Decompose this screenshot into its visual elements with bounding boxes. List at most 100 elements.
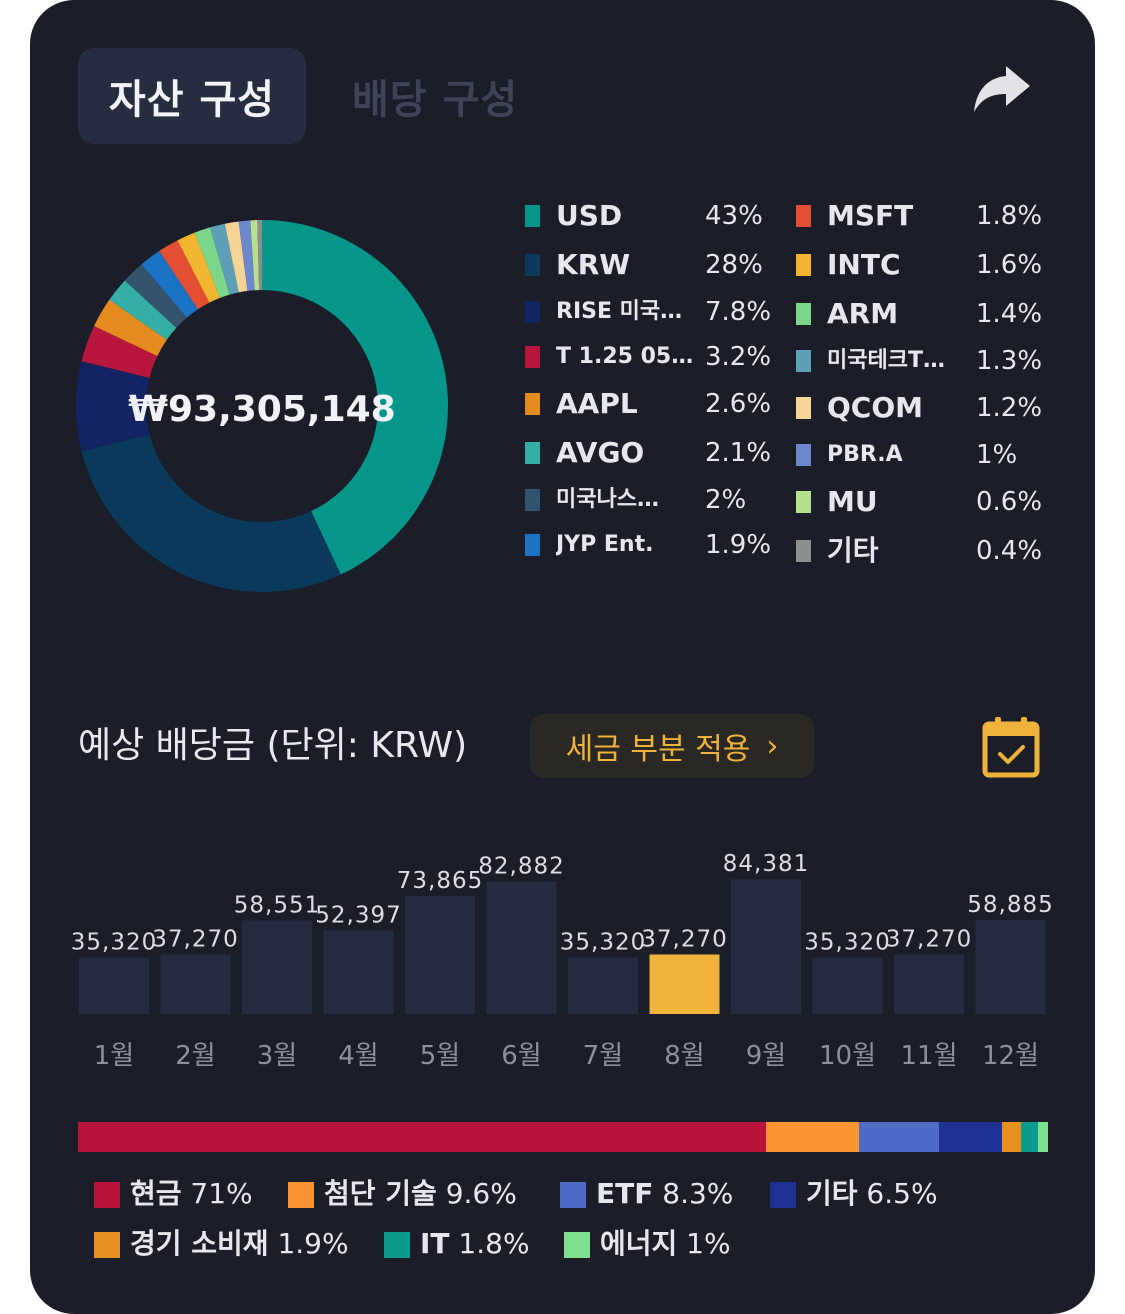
tax-apply-button[interactable]: 세금 부분 적용 ›	[530, 714, 814, 778]
legend-swatch	[525, 346, 540, 368]
legend-item-mu: MU 0.6%	[796, 482, 1056, 522]
sector-percent: 1%	[677, 1227, 731, 1260]
bar-6-month[interactable]	[486, 881, 557, 1014]
donut-slice-arm	[194, 227, 230, 298]
sector-swatch	[94, 1232, 120, 1258]
bar-2-month[interactable]	[160, 954, 231, 1014]
donut-slice-rise-미국	[76, 361, 150, 452]
legend-percent: 1.4%	[976, 299, 1043, 329]
sector-label: 에너지 1%	[600, 1222, 731, 1266]
bar-value-label: 84,381	[723, 851, 809, 877]
legend-swatch	[525, 489, 540, 511]
month-tick-label: 8월	[664, 1041, 704, 1071]
legend-item-qcom: QCOM 1.2%	[796, 388, 1056, 428]
bar-12-month[interactable]	[975, 919, 1046, 1014]
bar-value-label: 82,882	[478, 854, 564, 880]
legend-label: JYP Ent.	[556, 532, 654, 557]
bar-11-month[interactable]	[894, 954, 964, 1014]
month-tick-label: 3월	[257, 1041, 297, 1071]
legend-item-미국나스: 미국나스… 2%	[525, 480, 785, 520]
legend-item-pbr-a: PBR.A 1%	[796, 435, 1056, 475]
legend-percent: 1.8%	[976, 201, 1043, 231]
bar-1-month[interactable]	[79, 957, 149, 1014]
sector-label: ETF 8.3%	[596, 1172, 733, 1216]
bar-4-month[interactable]	[323, 930, 394, 1014]
sector-swatch	[564, 1232, 590, 1258]
legend-percent: 28%	[705, 250, 763, 280]
sector-percent: 6.5%	[857, 1177, 938, 1210]
donut-slice-미국나스	[124, 264, 187, 328]
chevron-right-icon: ›	[766, 728, 779, 764]
bar-5-month[interactable]	[405, 896, 475, 1014]
legend-percent: 0.4%	[976, 536, 1043, 566]
sector-swatch	[288, 1182, 314, 1208]
legend-swatch	[796, 303, 811, 325]
sector-percent: 1.8%	[449, 1227, 530, 1260]
donut-slice-msft	[159, 240, 210, 310]
legend-percent: 2.1%	[705, 438, 772, 468]
legend-swatch	[525, 393, 540, 415]
legend-percent: 2%	[705, 485, 747, 515]
month-tick-label: 2월	[175, 1041, 215, 1071]
bar-value-label: 35,320	[560, 930, 646, 956]
bar-value-label: 58,551	[234, 892, 320, 918]
legend-label: MU	[827, 485, 878, 518]
legend-item-msft: MSFT 1.8%	[796, 196, 1056, 236]
bar-8-month[interactable]	[649, 954, 720, 1014]
sector-percent: 1.9%	[268, 1227, 349, 1260]
month-tick-label: 4월	[338, 1041, 378, 1071]
legend-item-avgo: AVGO 2.1%	[525, 433, 785, 473]
donut-slice-jyp-ent	[141, 250, 198, 318]
bar-9-month[interactable]	[731, 879, 801, 1014]
legend-item-미국테크t: 미국테크T… 1.3%	[796, 341, 1056, 381]
donut-slice-intc	[177, 232, 220, 303]
sector-name: 현금	[130, 1177, 182, 1210]
tab-dividend-composition[interactable]: 배당 구성	[352, 77, 519, 123]
legend-label: ARM	[827, 297, 899, 330]
legend-percent: 7.8%	[705, 297, 772, 327]
legend-percent: 1.2%	[976, 393, 1043, 423]
legend-item-rise-미국: RISE 미국… 7.8%	[525, 292, 785, 332]
sector-swatch	[560, 1182, 586, 1208]
legend-swatch	[796, 444, 811, 466]
sector-percent: 71%	[181, 1177, 253, 1210]
bar-value-label: 37,270	[152, 926, 238, 952]
sector-segment-현금	[78, 1122, 766, 1152]
legend-label: MSFT	[827, 199, 914, 232]
legend-item-t-1-25-05: T 1.25 05… 3.2%	[525, 337, 785, 377]
dividend-section-title: 예상 배당금 (단위: KRW)	[78, 725, 468, 766]
sector-segment-it	[1020, 1122, 1039, 1152]
legend-label: AVGO	[556, 436, 645, 469]
sector-label: 경기 소비재 1.9%	[130, 1222, 349, 1266]
bar-10-month[interactable]	[812, 957, 883, 1014]
legend-item-usd: USD 43%	[525, 196, 785, 236]
legend-label: 미국테크T…	[827, 348, 945, 373]
sector-name: IT	[420, 1227, 450, 1260]
legend-label: 기타	[827, 534, 879, 567]
sector-swatch	[384, 1232, 410, 1258]
legend-label: RISE 미국…	[556, 299, 683, 324]
month-tick-label: 7월	[583, 1041, 623, 1071]
sector-name: ETF	[596, 1177, 654, 1210]
legend-swatch	[796, 491, 811, 513]
legend-label: 미국나스…	[556, 487, 659, 512]
bar-7-month[interactable]	[568, 957, 638, 1014]
legend-item-jyp-ent: JYP Ent. 1.9%	[525, 525, 785, 565]
donut-slice-aapl	[94, 299, 167, 357]
legend-swatch	[796, 350, 811, 372]
legend-percent: 2.6%	[705, 389, 772, 419]
calendar-check-icon[interactable]	[982, 716, 1040, 778]
legend-swatch	[525, 442, 540, 464]
sector-segment-경기-소비재	[1002, 1122, 1021, 1152]
bar-3-month[interactable]	[242, 920, 312, 1014]
bar-value-label: 52,397	[315, 902, 401, 928]
donut-slice-미국테크t	[210, 223, 239, 295]
share-icon[interactable]	[970, 62, 1034, 118]
sector-segment-etf	[859, 1122, 940, 1152]
donut-slice-qcom	[224, 221, 248, 293]
tab-asset-composition[interactable]: 자산 구성	[78, 48, 306, 144]
legend-percent: 1%	[976, 440, 1018, 470]
legend-swatch	[525, 301, 540, 323]
donut-slice-krw	[81, 434, 341, 592]
legend-percent: 0.6%	[976, 487, 1043, 517]
